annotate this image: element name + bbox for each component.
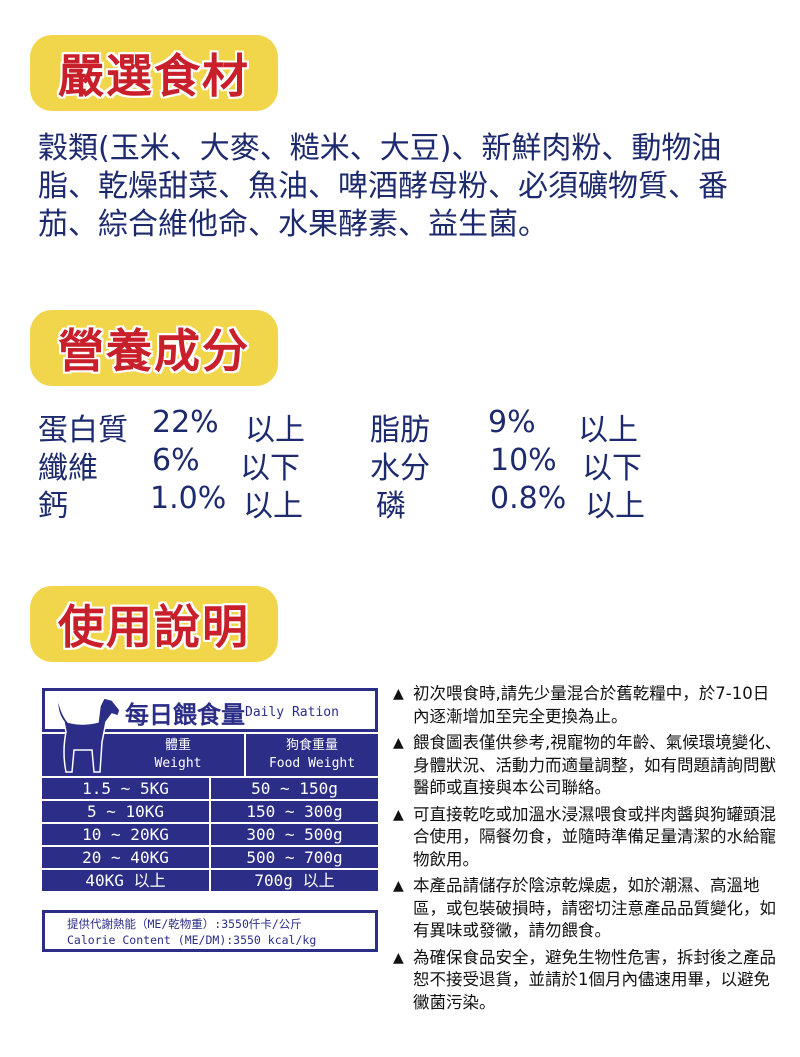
note-text: 餵食圖表僅供參考,視寵物的年齡、氣候環境變化、 身體狀況、活動力而適量調整，如有… — [413, 733, 782, 797]
weight-header-en: Weight — [154, 756, 202, 771]
ration-title: 每日餵食量 — [125, 701, 245, 729]
usage-notes: ▲ 初次喂食時,請先少量混合於舊乾糧中，於7-10日內逐漸增加至完全更換為止。 ▲… — [393, 683, 783, 1018]
weight-header-zh: 體重 — [164, 738, 191, 753]
food-cell: 50 ~ 150g — [209, 778, 378, 799]
triangle-bullet-icon: ▲ — [393, 735, 404, 751]
note-item: ▲ 為確保食品安全，避免生物性危害，拆封後之產品恕不接受退貨，並請於1個月內儘速用… — [393, 947, 783, 1015]
nutrient-value: 9% — [488, 405, 536, 440]
nutrient-name: 纖維 — [38, 451, 98, 486]
nutrient-name: 蛋白質 — [38, 413, 128, 448]
food-cell: 300 ~ 500g — [209, 824, 378, 845]
note-text: 本產品請儲存於陰涼乾燥處，如於潮濕、高溫地區，或包裝破損時，請密切注意產品品質變… — [413, 876, 776, 940]
nutrient-value: 0.8% — [490, 481, 567, 516]
nutrient-qualifier: 以上 — [585, 489, 645, 524]
nutrient-name: 磷 — [376, 489, 406, 524]
weight-header: 體重 Weight — [42, 734, 244, 776]
calorie-box: 提供代謝熱能（ME/乾物重）:3550仟卡/公斤 Calorie Content… — [42, 910, 378, 952]
nutrient-value: 1.0% — [150, 481, 227, 516]
food-cell: 150 ~ 300g — [209, 801, 378, 822]
nutrient-value: 10% — [490, 443, 557, 478]
food-header-en: Food Weight — [268, 756, 356, 771]
triangle-bullet-icon: ▲ — [393, 878, 404, 894]
table-row: 20 ~ 40KG 500 ~ 700g — [42, 845, 378, 868]
weight-cell: 40KG 以上 — [85, 871, 166, 890]
usage-title: 使用說明 — [58, 600, 250, 654]
nutrient-qualifier: 以下 — [582, 451, 642, 486]
food-cell: 500 ~ 700g — [209, 847, 378, 868]
note-text: 為確保食品安全，避免生物性危害，拆封後之產品恕不接受退貨，並請於1個月內儘速用畢… — [413, 947, 776, 1012]
nutrient-qualifier: 以上 — [578, 413, 638, 448]
nutrient-qualifier: 以上 — [243, 489, 303, 524]
nutrient-qualifier: 以下 — [240, 451, 300, 486]
table-row: 5 ~ 10KG 150 ~ 300g — [42, 799, 378, 822]
ingredients-badge: 嚴選食材 — [30, 35, 278, 111]
triangle-bullet-icon: ▲ — [393, 686, 404, 702]
food-header-zh: 狗食重量 — [285, 738, 338, 753]
food-cell: 700g 以上 — [209, 870, 378, 891]
ingredients-text: 穀類(玉米、大麥、糙米、大豆)、新鮮肉粉、動物油脂、乾燥甜菜、魚油、啤酒酵母粉、… — [38, 131, 728, 242]
note-text: 初次喂食時,請先少量混合於舊乾糧中，於7-10日內逐漸增加至完全更換為止。 — [413, 684, 770, 726]
triangle-bullet-icon: ▲ — [393, 806, 404, 823]
weight-cell: 5 ~ 10KG — [86, 802, 165, 821]
table-row: 1.5 ~ 5KG 50 ~ 150g — [42, 776, 378, 799]
nutrient-value: 6% — [152, 443, 200, 478]
calorie-en: Calorie Content (ME/DM):3550 kcal/kg — [67, 933, 317, 947]
nutrient-qualifier: 以上 — [245, 413, 305, 448]
nutrient-name: 水分 — [370, 451, 430, 486]
table-row: 40KG 以上 700g 以上 — [42, 868, 378, 891]
dog-silhouette-icon — [56, 695, 121, 773]
nutrient-name: 脂肪 — [370, 413, 430, 448]
note-item: ▲ 可直接乾吃或加溫水浸濕喂食或拌肉醬與狗罐頭混合使用，隔餐勿食，並隨時準備足量清… — [393, 804, 783, 872]
nutrition-badge: 營養成分 — [30, 310, 278, 386]
weight-cell: 10 ~ 20KG — [82, 825, 169, 844]
usage-badge: 使用說明 — [30, 586, 278, 662]
note-item: ▲ 本產品請儲存於陰涼乾燥處，如於潮濕、高溫地區，或包裝破損時，請密切注意產品品質… — [393, 875, 783, 943]
ration-title-en: Daily Ration — [245, 705, 339, 720]
calorie-zh: 提供代謝熱能（ME/乾物重）:3550仟卡/公斤 — [67, 917, 302, 931]
weight-cell: 1.5 ~ 5KG — [82, 779, 169, 798]
table-header-row: 體重 Weight 狗食重量 Food Weight — [42, 734, 378, 776]
weight-cell: 20 ~ 40KG — [82, 848, 169, 867]
note-item: ▲ 餵食圖表僅供參考,視寵物的年齡、氣候環境變化、 身體狀況、活動力而適量調整，如… — [393, 732, 783, 800]
note-item: ▲ 初次喂食時,請先少量混合於舊乾糧中，於7-10日內逐漸增加至完全更換為止。 — [393, 683, 783, 728]
note-text: 可直接乾吃或加溫水浸濕喂食或拌肉醬與狗罐頭混合使用，隔餐勿食，並隨時準備足量清潔… — [413, 804, 776, 869]
nutrient-value: 22% — [152, 405, 219, 440]
food-weight-header: 狗食重量 Food Weight — [244, 734, 378, 776]
ingredients-title: 嚴選食材 — [58, 49, 250, 103]
nutrient-name: 鈣 — [38, 489, 68, 524]
table-row: 10 ~ 20KG 300 ~ 500g — [42, 822, 378, 845]
triangle-bullet-icon: ▲ — [393, 949, 404, 966]
nutrition-title: 營養成分 — [58, 324, 250, 378]
